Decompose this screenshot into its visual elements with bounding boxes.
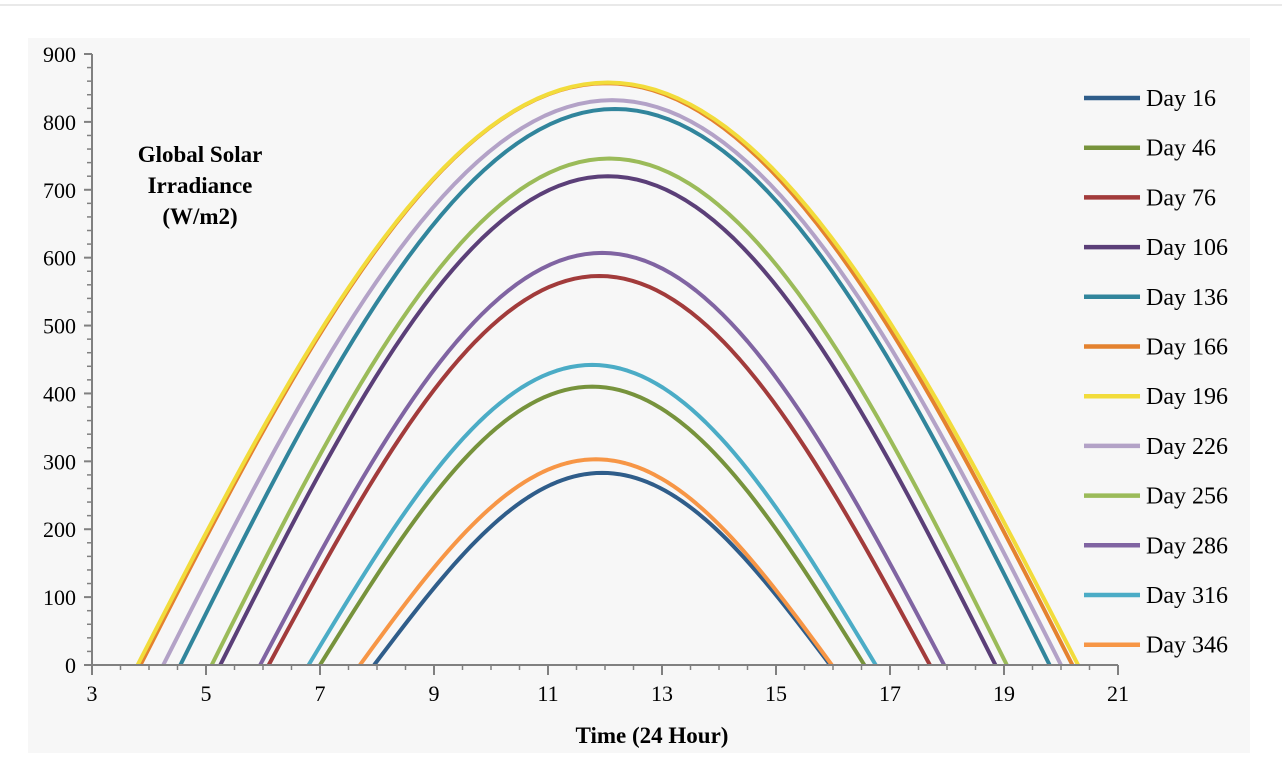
y-tick-label: 500 — [43, 314, 76, 339]
series-line-day-136 — [178, 106, 1052, 666]
legend-label: Day 46 — [1146, 136, 1216, 162]
y-tick-label: 800 — [43, 110, 76, 135]
y-tick-label: 400 — [43, 381, 76, 406]
x-axis-label: Time (24 Hour) — [576, 723, 729, 748]
series-line-day-166 — [138, 81, 1075, 666]
y-axis-label-line: Irradiance — [148, 173, 253, 198]
legend-label: Day 76 — [1146, 185, 1216, 211]
series-curves — [135, 80, 1080, 667]
x-tick-label: 9 — [429, 681, 440, 706]
x-tick-label: 17 — [879, 681, 901, 706]
series-line-day-256 — [209, 156, 1009, 666]
series-line-day-286 — [258, 250, 946, 666]
y-tick-label: 200 — [43, 517, 76, 542]
legend-label: Day 166 — [1146, 335, 1228, 361]
x-tick-label: 5 — [201, 681, 212, 706]
x-ticks: 3 5 7 9 11 13 15 17 19 21 — [87, 665, 1129, 706]
series-line-day-196 — [135, 80, 1080, 666]
legend-label: Day 256 — [1146, 484, 1228, 510]
y-tick-label: 100 — [43, 585, 76, 610]
x-tick-label: 15 — [765, 681, 787, 706]
series-line-day-106 — [218, 174, 998, 666]
x-tick-label: 19 — [993, 681, 1015, 706]
series-line-day-16 — [372, 470, 832, 667]
legend-label: Day 226 — [1146, 434, 1228, 460]
top-divider — [0, 4, 1282, 6]
x-tick-label: 3 — [87, 681, 98, 706]
legend-label: Day 136 — [1146, 285, 1228, 311]
y-tick-label: 0 — [65, 653, 76, 678]
y-tick-label: 900 — [43, 42, 76, 67]
y-ticks: 0 100 200 300 400 500 600 700 800 900 — [43, 42, 92, 678]
x-tick-label: 11 — [537, 681, 558, 706]
legend-label: Day 316 — [1146, 583, 1228, 609]
legend: Day 16 Day 46 Day 76 Day 106 Day 136 Day 166 D… — [1084, 86, 1228, 659]
y-tick-label: 300 — [43, 449, 76, 474]
x-tick-label: 7 — [315, 681, 326, 706]
series-line-day-316 — [306, 362, 878, 667]
y-tick-label: 700 — [43, 178, 76, 203]
y-tick-label: 600 — [43, 246, 76, 271]
series-line-day-46 — [318, 384, 867, 667]
y-axis-label-line: (W/m2) — [162, 204, 237, 229]
series-line-day-226 — [161, 98, 1063, 666]
legend-label: Day 106 — [1146, 235, 1228, 261]
legend-label: Day 196 — [1146, 384, 1228, 410]
legend-label: Day 286 — [1146, 533, 1228, 559]
y-axis-label: Global Solar Irradiance (W/m2) — [138, 142, 263, 229]
x-tick-label: 13 — [651, 681, 673, 706]
y-axis-label-line: Global Solar — [138, 142, 263, 167]
series-line-day-76 — [266, 274, 932, 666]
legend-label: Day 346 — [1146, 633, 1228, 659]
legend-label: Day 16 — [1146, 86, 1216, 112]
series-line-day-346 — [358, 457, 834, 667]
x-tick-label: 21 — [1107, 681, 1129, 706]
